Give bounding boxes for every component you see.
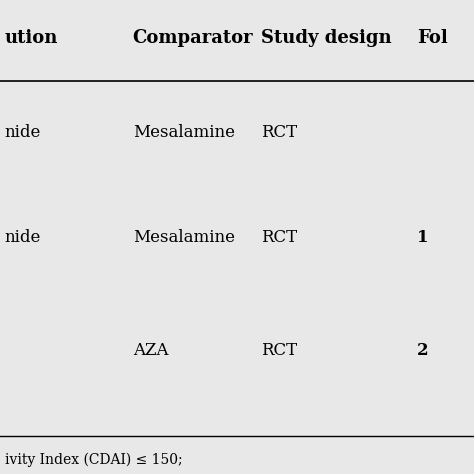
Text: Comparator: Comparator <box>133 29 253 47</box>
Text: nide: nide <box>5 124 41 141</box>
Text: nide: nide <box>5 228 41 246</box>
Text: ution: ution <box>5 29 58 47</box>
Text: Mesalamine: Mesalamine <box>133 228 235 246</box>
Text: Study design: Study design <box>261 29 392 47</box>
Text: Fol: Fol <box>417 29 448 47</box>
Text: RCT: RCT <box>261 342 297 359</box>
Text: AZA: AZA <box>133 342 168 359</box>
Text: RCT: RCT <box>261 124 297 141</box>
Text: ivity Index (CDAI) ≤ 150;: ivity Index (CDAI) ≤ 150; <box>5 453 182 467</box>
Text: Mesalamine: Mesalamine <box>133 124 235 141</box>
Text: RCT: RCT <box>261 228 297 246</box>
Text: 1: 1 <box>417 228 428 246</box>
Text: 2: 2 <box>417 342 429 359</box>
